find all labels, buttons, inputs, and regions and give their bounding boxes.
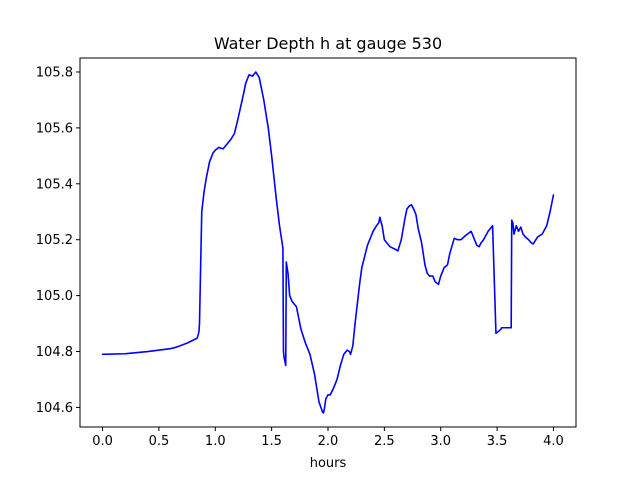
chart-title: Water Depth h at gauge 530 <box>214 34 442 53</box>
x-tick-label: 1.0 <box>205 434 226 449</box>
x-axis: 0.0 0.5 1.0 1.5 2.0 2.5 3.0 3.5 4.0 <box>92 427 564 449</box>
x-tick-label: 1.5 <box>261 434 282 449</box>
y-tick-label: 105.2 <box>36 233 73 248</box>
y-axis: 104.6 104.8 105.0 105.2 105.4 105.6 105.8 <box>36 65 80 416</box>
x-tick-label: 4.0 <box>543 434 564 449</box>
x-tick-label: 3.0 <box>430 434 451 449</box>
y-tick-label: 105.0 <box>36 289 73 304</box>
water-depth-line <box>101 71 555 414</box>
series-layer <box>101 71 555 414</box>
x-tick-label: 2.0 <box>318 434 339 449</box>
y-tick-label: 104.8 <box>36 345 73 360</box>
y-tick-label: 104.6 <box>36 401 73 416</box>
x-tick-label: 2.5 <box>374 434 395 449</box>
y-tick-label: 105.6 <box>36 121 73 136</box>
y-tick-label: 105.4 <box>36 177 73 192</box>
x-axis-label: hours <box>310 456 347 471</box>
x-tick-label: 0.5 <box>149 434 170 449</box>
x-tick-label: 0.0 <box>92 434 113 449</box>
y-tick-label: 105.8 <box>36 65 73 80</box>
x-tick-label: 3.5 <box>487 434 508 449</box>
